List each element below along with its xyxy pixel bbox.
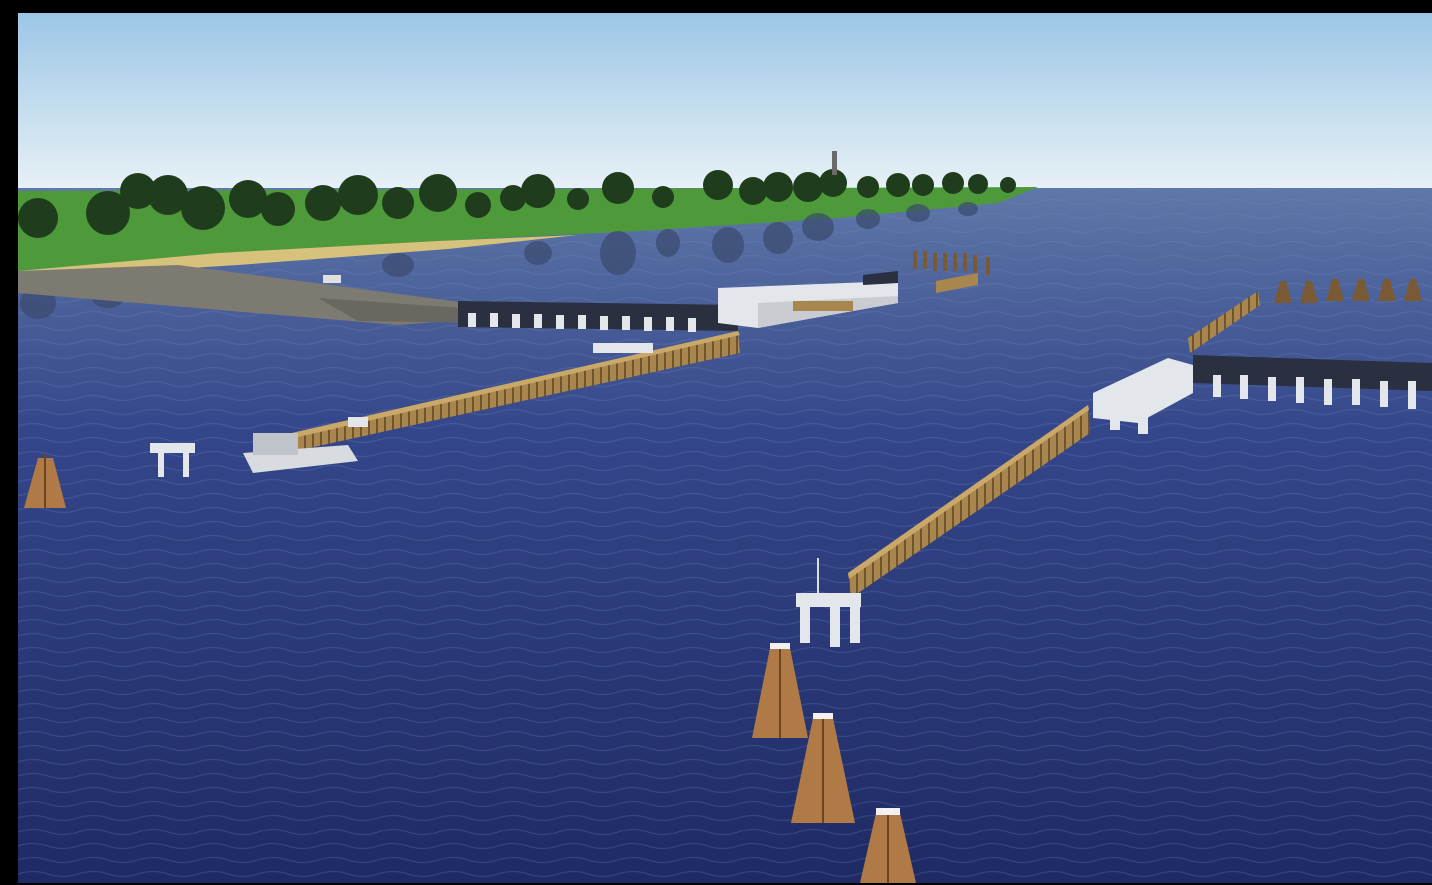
timber-barrier-far (936, 273, 978, 293)
far-pilings (913, 251, 990, 275)
vehicle (323, 275, 341, 283)
tree-line (18, 151, 1016, 238)
gate-structure-right (1093, 355, 1432, 434)
timber-guide-wall-left-top (270, 331, 740, 443)
boat-icon (243, 417, 368, 473)
water-tower-icon (832, 151, 837, 175)
far-pilings-right (1274, 279, 1422, 303)
timber-guide-wall-far-right (1188, 291, 1260, 353)
navigation-platform-left (150, 443, 195, 477)
white-barge (593, 343, 653, 353)
rendered-scene (18, 13, 1432, 883)
navigation-platform-near (796, 558, 861, 647)
sky (18, 13, 1432, 191)
timber-guide-wall-right (848, 405, 1090, 598)
dolphin-piling-icon (791, 713, 855, 823)
timber-guide-wall-right-top (848, 405, 1089, 579)
tree-icon (18, 169, 1016, 238)
sand-beach (18, 235, 578, 275)
dolphin-piling-icon (860, 808, 916, 883)
scene-canvas (18, 13, 1432, 883)
dolphin-piling-icon (752, 643, 808, 738)
timber-guide-wall-left (270, 331, 740, 456)
rock-riprap (318, 298, 488, 323)
dolphin-piling-icon (24, 453, 66, 508)
gate-structure-left (458, 271, 898, 332)
